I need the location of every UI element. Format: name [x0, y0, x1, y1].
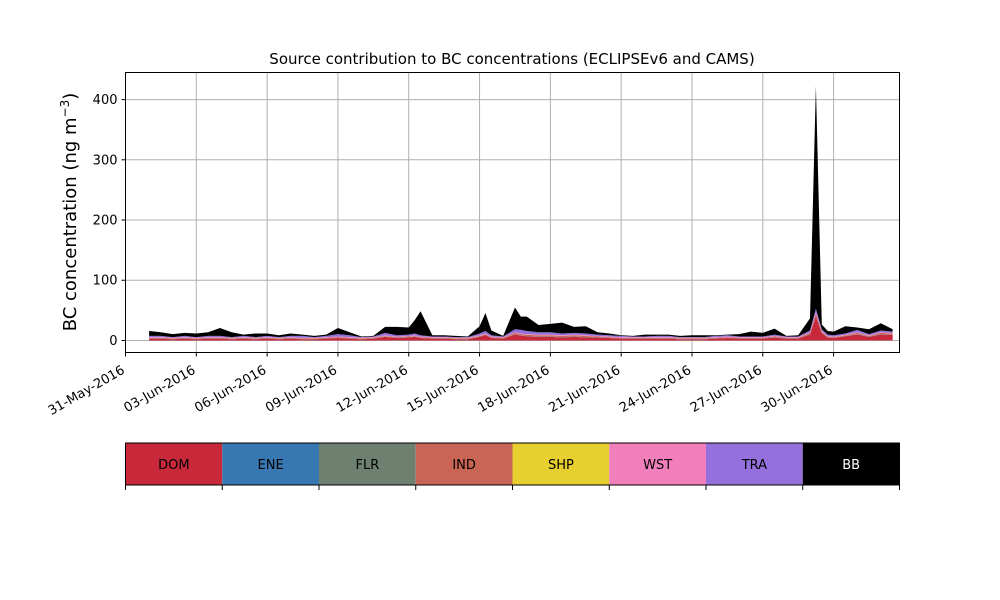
y-tick-label: 100	[93, 274, 118, 289]
x-tick-label: 15-Jun-2016	[405, 363, 482, 416]
legend-swatch-shp	[512, 443, 610, 485]
x-tick-label: 09-Jun-2016	[263, 363, 340, 416]
x-tick-label: 18-Jun-2016	[476, 363, 553, 416]
area-series-tra	[149, 308, 893, 338]
y-axis-label-text: BC concentration	[60, 176, 81, 331]
area-series-dom	[149, 316, 893, 341]
plot-area	[125, 72, 900, 353]
x-tick-label: 03-Jun-2016	[121, 363, 198, 416]
x-tick-label: 30-Jun-2016	[759, 363, 836, 416]
legend-swatch-flr	[319, 443, 416, 485]
x-tick-label: 21-Jun-2016	[546, 363, 623, 416]
legend-swatch-ene	[222, 443, 319, 485]
y-axis-label: BC concentration (ng m−3)	[58, 93, 81, 332]
y-axis-label-unit-close: )	[60, 93, 81, 100]
y-axis-ticks: 0 100 200 300 400	[93, 93, 126, 349]
plot-frame	[125, 72, 900, 353]
area-series-bb	[149, 85, 893, 338]
legend-colorbar: DOM ENE FLR IND SHP WST TRA BB	[125, 442, 900, 490]
stacked-areas	[149, 85, 893, 341]
legend-label-flr: FLR	[355, 458, 379, 473]
legend-swatch-wst	[609, 443, 706, 485]
x-tick-label: 24-Jun-2016	[617, 363, 694, 416]
chart-title: Source contribution to BC concentrations…	[269, 50, 754, 68]
legend-swatch-bb	[802, 443, 900, 485]
x-tick-label: 12-Jun-2016	[334, 363, 411, 416]
x-axis-ticks: 31-May-201603-Jun-201606-Jun-201609-Jun-…	[46, 352, 836, 419]
y-tick-label: 200	[93, 214, 118, 229]
legend-label-dom: DOM	[158, 458, 189, 473]
legend-swatch-ind	[415, 443, 513, 485]
y-tick-label: 300	[93, 153, 118, 168]
legend-label-shp: SHP	[548, 458, 574, 473]
x-tick-label: 06-Jun-2016	[192, 363, 269, 416]
legend-swatch-dom	[125, 443, 223, 485]
x-tick-label: 31-May-2016	[46, 363, 128, 419]
y-axis-label-unit-sup: −3	[58, 100, 72, 118]
legend-label-wst: WST	[643, 458, 672, 473]
legend-label-bb: BB	[842, 458, 860, 473]
legend-swatch-tra	[706, 443, 803, 485]
y-tick-label: 0	[109, 334, 117, 349]
y-tick-label: 400	[93, 93, 118, 108]
y-axis-label-unit: (ng m	[60, 117, 81, 170]
legend-label-ene: ENE	[258, 458, 284, 473]
legend-label-ind: IND	[452, 458, 476, 473]
legend-label-tra: TRA	[741, 458, 767, 473]
x-tick-label: 27-Jun-2016	[688, 363, 765, 416]
